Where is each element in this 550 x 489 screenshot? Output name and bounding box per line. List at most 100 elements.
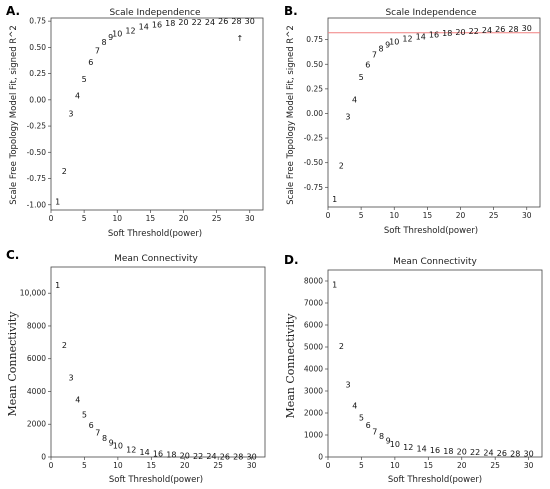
y-tick-label: 0.75 (29, 17, 46, 26)
y-axis-label: Mean Connectivity (6, 311, 19, 417)
data-point-label: 18 (165, 19, 175, 28)
data-point-label: 1 (332, 280, 337, 289)
x-tick-label: 25 (490, 461, 500, 470)
data-point-label: 14 (417, 445, 427, 454)
x-tick-label: 0 (49, 461, 54, 470)
chart-title: Scale Independence (109, 8, 201, 18)
panel-letter: A. (6, 4, 20, 18)
data-point-label: 12 (125, 27, 135, 36)
data-point-label: 6 (88, 58, 93, 67)
y-tick-label: 6000 (304, 321, 323, 330)
x-axis-label: Soft Threshold(power) (384, 226, 478, 236)
plot-frame (50, 17, 264, 211)
data-point-label: 16 (153, 450, 163, 459)
data-point-label: 18 (443, 447, 453, 456)
data-point-label: 2 (339, 162, 344, 171)
y-tick-label: -1.00 (27, 200, 47, 209)
y-tick-label: 0.50 (306, 60, 323, 69)
data-point-label: 28 (508, 25, 518, 34)
data-point-label: 14 (416, 33, 426, 42)
plot-area: 0 5 10 15 20 25 300200040006000800010,00012345… (20, 266, 266, 470)
chart-title: Scale Independence (385, 8, 477, 18)
chart-title: Mean Connectivity (114, 254, 198, 264)
x-tick-label: 30 (245, 214, 255, 223)
annotation-arrow: ↑ (236, 34, 243, 43)
data-point-label: 6 (89, 421, 94, 430)
y-tick-label: 2000 (27, 420, 46, 429)
plot-frame (327, 269, 543, 458)
data-point-label: 30 (522, 24, 532, 33)
plot-area: 0 5 10 15 20 25 30-1.00-0.75-0.50-0.250.000.25… (27, 17, 264, 223)
y-tick-label: 4000 (27, 387, 46, 396)
data-point-label: 12 (403, 443, 413, 452)
x-tick-label: 0 (326, 211, 331, 220)
y-axis-label: Mean Connectivity (284, 313, 297, 419)
data-point-label: 9 (385, 41, 390, 50)
x-tick-label: 0 (326, 461, 331, 470)
x-tick-label: 0 (49, 214, 54, 223)
y-tick-label: 3000 (304, 387, 323, 396)
y-tick-label: 8000 (304, 277, 323, 286)
data-point-label: 6 (365, 60, 370, 69)
data-point-label: 10 (112, 30, 122, 39)
panel-letter: C. (6, 248, 19, 262)
data-point-label: 9 (109, 438, 114, 447)
data-point-label: 2 (62, 167, 67, 176)
data-point-label: 9 (386, 437, 391, 446)
data-point-label: 26 (495, 25, 505, 34)
data-point-label: 22 (470, 448, 480, 457)
data-point-label: 5 (359, 73, 364, 82)
x-tick-label: 25 (489, 211, 499, 220)
y-axis-label: Scale Free Topology Model Fit, signed R^… (286, 25, 296, 204)
data-point-label: 30 (245, 17, 255, 26)
data-point-label: 16 (429, 31, 439, 40)
data-point-label: 26 (218, 17, 228, 26)
data-point-label: 4 (352, 401, 357, 410)
data-point-label: 1 (55, 281, 60, 290)
x-tick-label: 15 (146, 214, 156, 223)
data-point-label: 28 (231, 17, 241, 26)
x-tick-label: 5 (359, 461, 364, 470)
data-point-label: 18 (166, 451, 176, 460)
y-tick-label: 0 (41, 453, 46, 462)
y-tick-label: 0.50 (29, 43, 46, 52)
y-tick-label: 0.75 (306, 35, 323, 44)
panel-b: B. Scale Independence Soft Threshold(pow… (284, 4, 541, 236)
data-point-label: 8 (101, 38, 106, 47)
x-tick-label: 15 (423, 211, 433, 220)
data-point-label: 2 (62, 341, 67, 350)
x-tick-label: 10 (112, 214, 122, 223)
data-point-label: 16 (430, 446, 440, 455)
y-axis-label: Scale Free Topology Model Fit, signed R^… (9, 25, 19, 204)
data-point-label: 8 (102, 434, 107, 443)
y-tick-label: 6000 (27, 354, 46, 363)
data-point-label: 12 (402, 35, 412, 44)
y-tick-label: -0.25 (27, 122, 47, 131)
data-point-label: 4 (75, 396, 80, 405)
data-point-label: 24 (483, 449, 493, 458)
x-axis-label: Soft Threshold(power) (109, 475, 203, 485)
data-point-label: 1 (332, 195, 337, 204)
data-point-label: 4 (352, 96, 357, 105)
panel-d: D. Mean Connectivity Soft Threshold(powe… (284, 253, 543, 485)
data-point-label: 2 (339, 342, 344, 351)
data-point-label: 10 (390, 440, 400, 449)
plot-frame (327, 17, 541, 208)
data-point-label: 26 (220, 452, 230, 461)
x-tick-label: 5 (82, 461, 87, 470)
data-point-label: 10 (113, 442, 123, 451)
x-tick-label: 20 (179, 214, 189, 223)
data-point-label: 3 (346, 380, 351, 389)
data-point-label: 1 (55, 198, 60, 207)
data-point-label: 7 (95, 47, 100, 56)
data-point-label: 3 (68, 109, 73, 118)
data-point-label: 5 (359, 413, 364, 422)
data-point-label: 28 (233, 453, 243, 462)
data-point-label: 22 (192, 18, 202, 27)
x-tick-label: 15 (424, 461, 434, 470)
data-point-label: 7 (372, 428, 377, 437)
panel-letter: D. (284, 253, 299, 267)
plot-area: 0 5 10 15 20 25 300100020003000400050006000700… (304, 269, 543, 470)
y-tick-label: -0.50 (304, 158, 324, 167)
